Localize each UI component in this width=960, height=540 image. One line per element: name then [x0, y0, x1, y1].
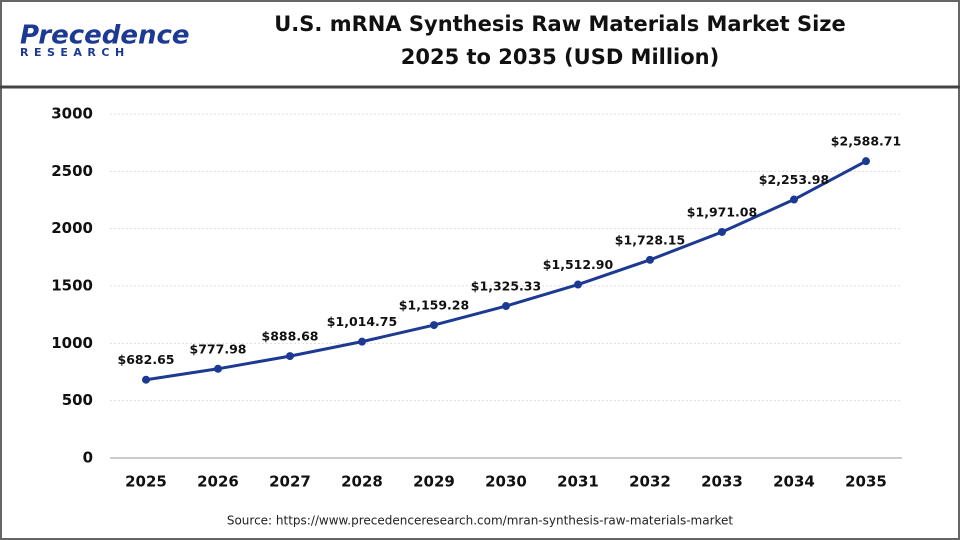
- x-tick-label: 2035: [845, 473, 887, 491]
- value-label: $2,253.98: [759, 172, 829, 187]
- point: [790, 195, 798, 204]
- value-label: $1,728.15: [615, 232, 685, 247]
- point: [286, 352, 294, 361]
- x-tick-label: 2031: [557, 473, 599, 491]
- value-label: $682.65: [118, 352, 175, 367]
- y-tick-label: 2500: [51, 162, 93, 180]
- point: [358, 337, 366, 346]
- value-label: $777.98: [190, 341, 247, 356]
- x-tick-label: 2025: [125, 473, 167, 491]
- x-tick-label: 2028: [341, 473, 383, 491]
- point: [214, 364, 222, 373]
- y-tick-label: 2000: [51, 219, 93, 237]
- x-tick-label: 2033: [701, 473, 743, 491]
- point: [502, 302, 510, 311]
- value-label: $2,588.71: [831, 134, 901, 149]
- logo-name: Precedence: [20, 21, 190, 51]
- chart-subtitle: 2025 to 2035 (USD Million): [401, 45, 719, 69]
- value-label: $888.68: [262, 329, 319, 344]
- x-tick-label: 2027: [269, 473, 311, 491]
- y-tick-label: 0: [83, 449, 93, 467]
- x-tick-label: 2032: [629, 473, 671, 491]
- logo-tagline: RESEARCH: [20, 46, 130, 59]
- y-tick-label: 3000: [51, 105, 93, 123]
- point: [430, 321, 438, 330]
- value-label: $1,512.90: [543, 257, 614, 272]
- x-tick-label: 2029: [413, 473, 455, 491]
- x-tick-label: 2026: [197, 473, 239, 491]
- value-label: $1,014.75: [327, 314, 397, 329]
- x-tick-label: 2030: [485, 473, 527, 491]
- point: [718, 227, 726, 236]
- y-tick-label: 1500: [51, 277, 93, 295]
- point: [142, 375, 150, 384]
- point: [862, 157, 870, 166]
- value-label: $1,971.08: [687, 204, 757, 219]
- point: [574, 280, 582, 289]
- value-label: $1,159.28: [399, 298, 469, 313]
- y-tick-label: 1000: [51, 334, 93, 352]
- x-tick-label: 2034: [773, 473, 815, 491]
- point: [646, 255, 654, 264]
- value-label: $1,325.33: [471, 279, 541, 294]
- y-tick-label: 500: [62, 391, 93, 409]
- chart-title: U.S. mRNA Synthesis Raw Materials Market…: [274, 12, 845, 36]
- source-note: Source: https://www.precedenceresearch.c…: [227, 514, 734, 528]
